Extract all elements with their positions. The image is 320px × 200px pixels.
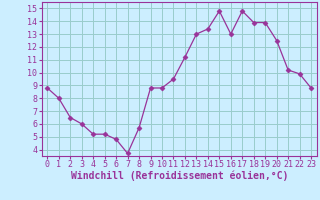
X-axis label: Windchill (Refroidissement éolien,°C): Windchill (Refroidissement éolien,°C) [70,171,288,181]
